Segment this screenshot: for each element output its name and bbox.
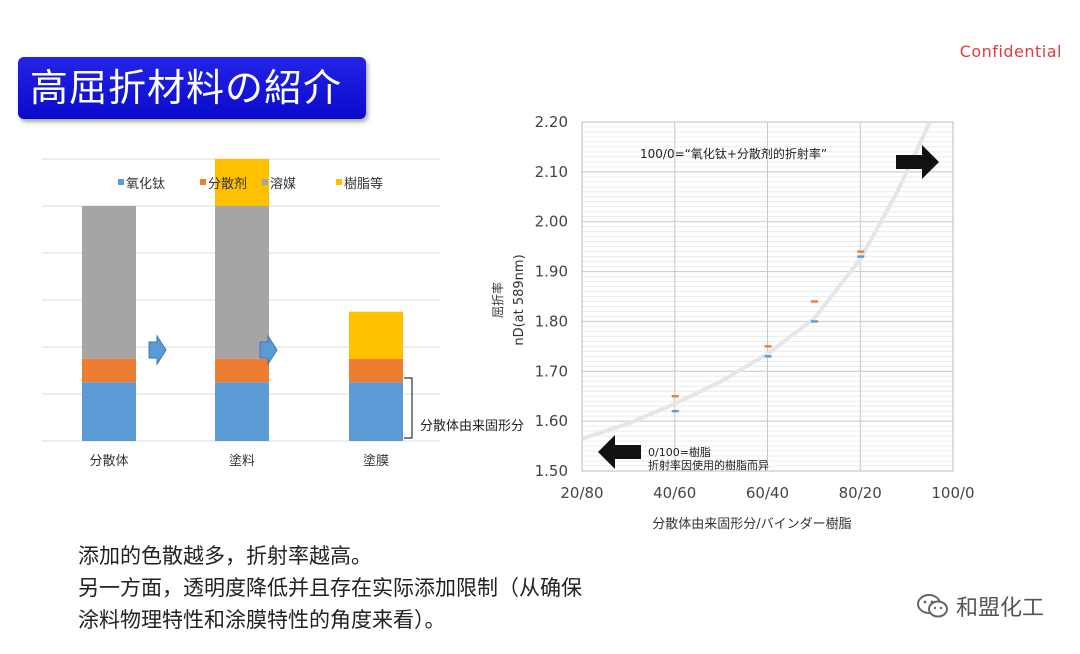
data-point: [857, 255, 865, 258]
x-tick-label: 100/0: [931, 484, 974, 502]
legend-swatch: [200, 179, 206, 185]
bar-segment: [215, 382, 269, 441]
plot-frame: [581, 121, 954, 472]
page-title: 高屈折材料の紹介: [18, 57, 366, 119]
data-point: [764, 345, 772, 348]
body-line: 另一方面，透明度降低并且存在实际添加限制（从确保: [78, 576, 582, 600]
body-line: 涂料物理特性和涂膜特性的角度来看）。: [78, 608, 446, 632]
y-tick-label: 2.10: [535, 163, 568, 181]
bracket: [404, 377, 413, 439]
legend-label: 分散剂: [208, 177, 247, 192]
y-tick-label: 1.60: [535, 412, 568, 430]
bar-segment: [82, 382, 136, 441]
watermark: 和盟化工: [916, 590, 1044, 622]
bracket-label: 分散体由来固形分: [420, 419, 524, 434]
y-tick-label: 2.00: [535, 213, 568, 231]
bar-segment: [215, 206, 269, 359]
x-tick-label: 40/60: [653, 484, 696, 502]
right-arrow-icon: [896, 145, 939, 179]
data-point: [671, 395, 679, 398]
bar-segment: [349, 382, 403, 441]
data-point: [764, 355, 772, 358]
bar-segment: [215, 159, 269, 206]
right-arrow-icon: [259, 334, 278, 366]
data-point: [671, 409, 679, 413]
bar-segment: [349, 311, 403, 359]
watermark-text: 和盟化工: [955, 596, 1044, 621]
left-arrow-icon: [598, 435, 641, 469]
legend-label: 樹脂等: [344, 176, 383, 192]
y-tick-label: 2.20: [535, 113, 568, 131]
stacked-bar-chart: 氧化钛 分散剂 溶媒 樹脂等 分散体 塗料 塗膜 分散体由来固形分: [42, 158, 524, 469]
body-line: 添加的色散越多，折射率越高。: [78, 544, 372, 568]
legend-swatch: [118, 179, 124, 185]
x-tick-label: 20/80: [560, 484, 603, 502]
y-tick-label: 1.80: [535, 312, 568, 330]
trend-curve: [581, 121, 932, 441]
body-text: 添加的色散越多，折射率越高。 另一方面，透明度降低并且存在实际添加限制（从确保 …: [78, 540, 582, 636]
y-tick-label: 1.70: [535, 362, 568, 380]
y-axis-label: 屈折率: [490, 282, 505, 318]
wechat-icon: [916, 594, 948, 618]
legend-label: 溶媒: [270, 177, 296, 192]
x-tick-label: 80/20: [839, 484, 882, 502]
y-tick-label: 1.50: [535, 462, 568, 480]
data-point: [857, 250, 865, 253]
legend-label: 氧化钛: [126, 177, 165, 192]
bar-segment: [349, 358, 403, 383]
x-tick-label: 60/40: [746, 484, 789, 502]
data-point: [810, 320, 818, 323]
annotation-bottom-1: 0/100=樹脂: [648, 445, 711, 459]
y-tick-label: 1.90: [535, 263, 568, 281]
annotation-top: 100/0=“氧化钛+分散剂的折射率”: [640, 146, 827, 161]
bar-segment: [215, 358, 269, 383]
refractive-index-chart: 1.50 1.60 1.70 1.80 1.90 2.00 2.10 2.20 20/80 40/…: [490, 113, 975, 532]
data-point: [810, 300, 818, 303]
annotation-bottom-2: 折射率因使用的樹脂而异: [648, 458, 769, 472]
category-label: 塗膜: [363, 453, 389, 469]
bar-segment: [82, 358, 136, 383]
confidential-label: Confidential: [959, 42, 1062, 61]
bar-segment: [82, 206, 136, 359]
category-label: 塗料: [229, 453, 255, 469]
legend-swatch: [336, 179, 342, 185]
x-axis-label: 分散体由来固形分/バインダー樹脂: [652, 517, 851, 532]
category-label: 分散体: [89, 454, 128, 469]
legend-swatch: [262, 179, 268, 185]
y-axis-label-unit: nD(at 589nm): [512, 254, 527, 345]
right-arrow-icon: [148, 334, 167, 366]
